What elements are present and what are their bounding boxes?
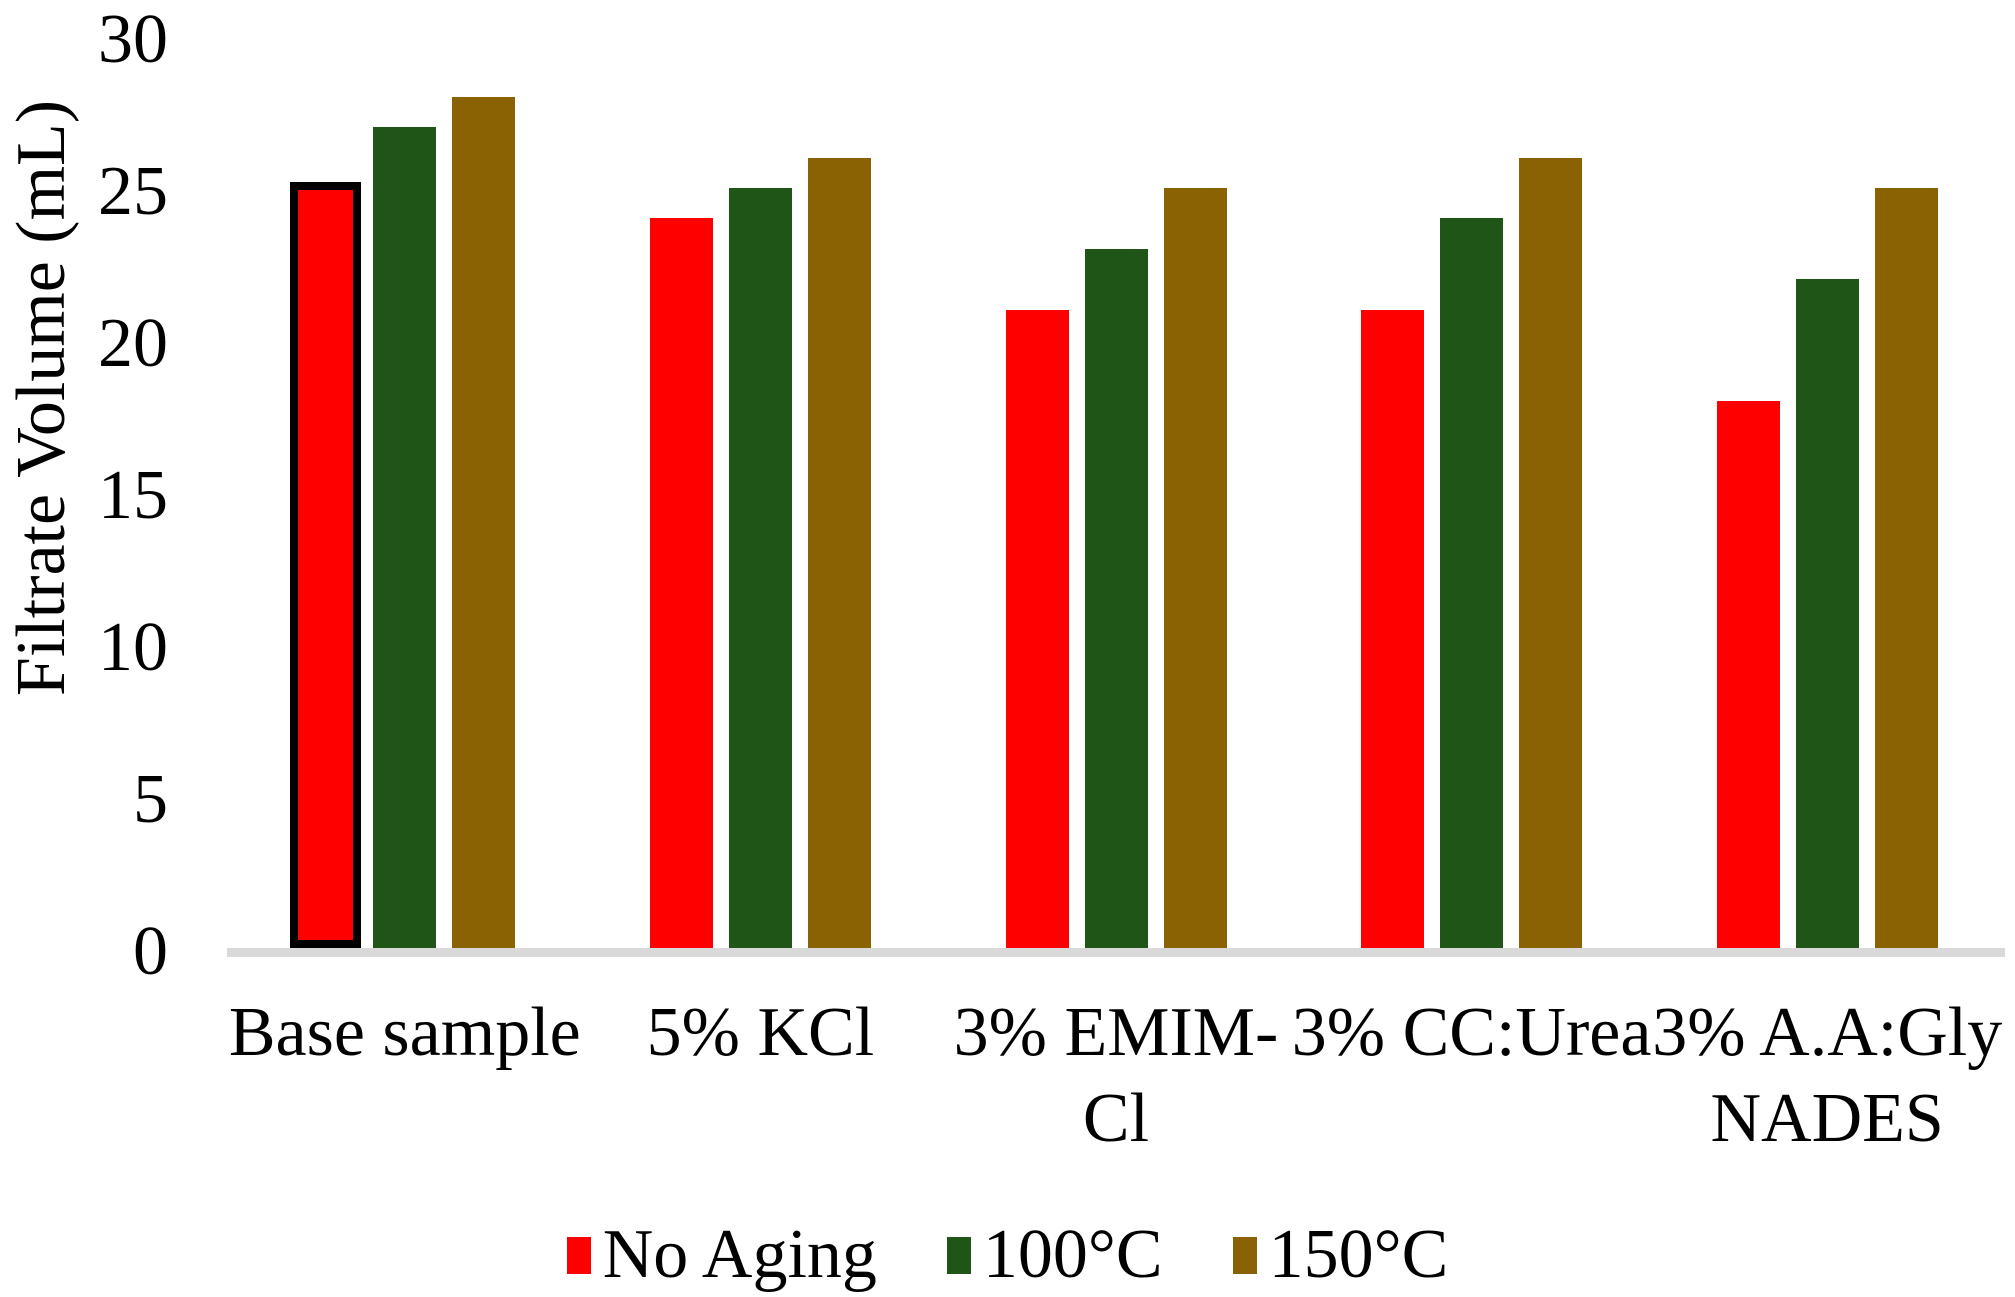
y-tick-label: 0 xyxy=(133,913,168,990)
x-category-label: 3% A.A:Gly NADES xyxy=(1652,994,2003,1157)
bar-150-c-cat3 xyxy=(1519,157,1583,948)
bar-no-aging-cat3 xyxy=(1361,309,1425,948)
legend-label: 150°C xyxy=(1268,1216,1449,1293)
legend-item: 150°C xyxy=(1232,1216,1449,1293)
bar-150-c-cat0 xyxy=(452,96,516,948)
x-category-label: 5% KCl xyxy=(646,994,875,1071)
bar-150-c-cat4 xyxy=(1874,188,1938,948)
legend-label: 100°C xyxy=(982,1216,1163,1293)
bar-100-c-cat1 xyxy=(728,188,792,948)
bar-100-c-cat2 xyxy=(1084,248,1148,948)
y-tick-label: 10 xyxy=(98,609,168,686)
bar-150-c-cat1 xyxy=(807,157,871,948)
bar-100-c-cat0 xyxy=(373,127,437,948)
bar-no-aging-cat0 xyxy=(290,182,362,948)
y-tick-label: 30 xyxy=(98,1,168,78)
legend-swatch-icon xyxy=(566,1236,591,1274)
y-tick-label: 5 xyxy=(133,761,168,838)
legend-item: 100°C xyxy=(946,1216,1163,1293)
x-category-label: Base sample xyxy=(228,994,581,1071)
y-tick-label: 15 xyxy=(98,457,168,534)
x-axis-line xyxy=(227,948,2005,957)
bar-100-c-cat3 xyxy=(1440,218,1504,948)
bar-no-aging-cat4 xyxy=(1716,400,1780,948)
bar-150-c-cat2 xyxy=(1163,188,1227,948)
bar-100-c-cat4 xyxy=(1795,279,1859,948)
legend-label: No Aging xyxy=(602,1216,877,1293)
x-category-label: 3% CC:Urea xyxy=(1291,994,1652,1071)
legend-swatch-icon xyxy=(1232,1236,1257,1274)
legend-item: No Aging xyxy=(566,1216,877,1293)
x-category-label: 3% EMIM- Cl xyxy=(953,994,1279,1157)
legend: No Aging 100°C 150°C xyxy=(0,1218,2015,1292)
bar-no-aging-cat2 xyxy=(1005,309,1069,948)
y-tick-label: 25 xyxy=(98,153,168,230)
y-tick-label: 20 xyxy=(98,305,168,382)
legend-swatch-icon xyxy=(946,1236,971,1274)
bar-no-aging-cat1 xyxy=(649,218,713,948)
